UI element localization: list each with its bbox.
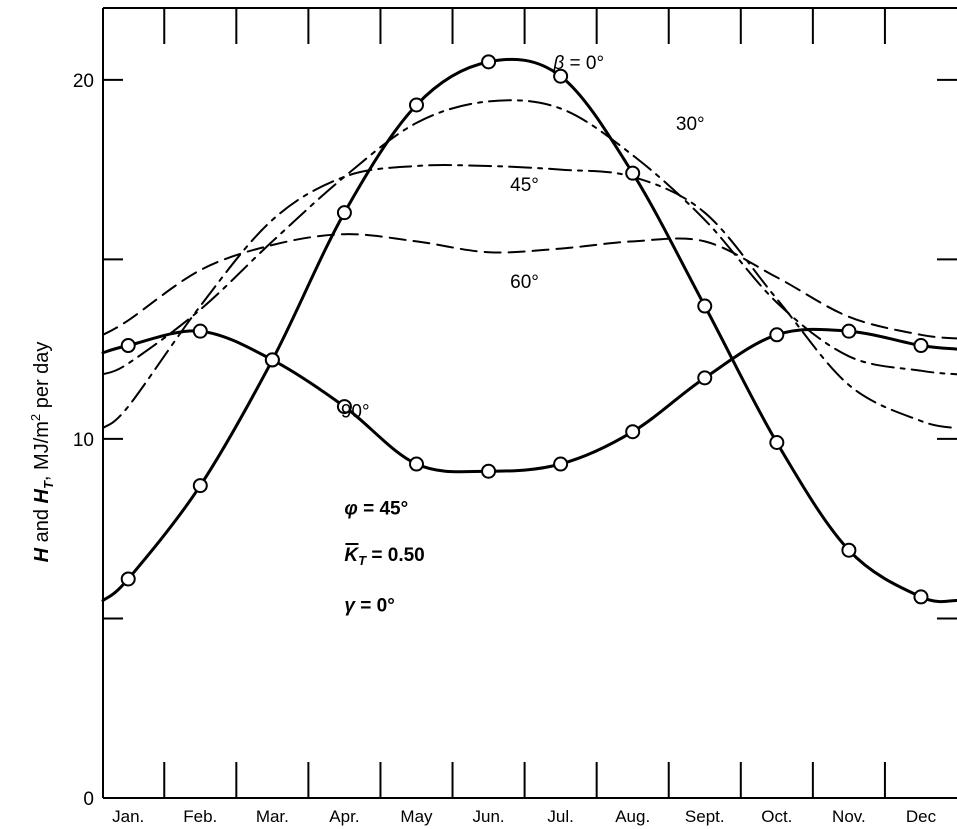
month-label-jul: Jul. bbox=[547, 807, 573, 826]
series-line-45 bbox=[102, 164, 957, 430]
series-line-30 bbox=[102, 99, 957, 376]
point-90-jul bbox=[553, 456, 569, 472]
annotation-phi-text: = 45° bbox=[358, 498, 408, 519]
annotation-kt-symbol: K bbox=[344, 545, 359, 566]
series-line-0 bbox=[101, 57, 957, 604]
annotation-phi: φ = 45° bbox=[344, 498, 408, 519]
point-0-may bbox=[408, 97, 424, 113]
point-90-aug bbox=[625, 424, 641, 440]
y-tick-label-2: 10 bbox=[73, 430, 94, 451]
point-90-may bbox=[408, 456, 424, 472]
y-axis-title-ht-sub: T bbox=[41, 480, 56, 489]
series-line-90 bbox=[101, 327, 957, 474]
month-label-mar: Mar. bbox=[256, 807, 289, 826]
month-label-feb: Feb. bbox=[183, 807, 217, 826]
month-label-aug: Aug. bbox=[615, 807, 650, 826]
annotation-gamma-text: = 0° bbox=[355, 595, 395, 616]
y-axis-title-and: and bbox=[31, 503, 53, 547]
point-90-mar bbox=[264, 352, 280, 368]
point-0-apr bbox=[336, 205, 352, 221]
y-axis-title-ht: H bbox=[31, 488, 53, 503]
y-axis-title-h: H bbox=[31, 547, 53, 562]
y-axis-title-unit: , MJ/m bbox=[31, 421, 53, 481]
month-label-dec: Dec bbox=[906, 807, 937, 826]
month-ticks bbox=[163, 8, 886, 798]
point-90-jun bbox=[481, 463, 497, 479]
y-ticks: 0 10 20 bbox=[73, 71, 957, 810]
month-label-jun: Jun. bbox=[472, 807, 504, 826]
point-90-dec bbox=[913, 338, 929, 354]
point-90-sept bbox=[697, 370, 713, 386]
month-label-sept: Sept. bbox=[685, 807, 725, 826]
point-90-jan bbox=[120, 338, 136, 354]
point-0-dec bbox=[913, 589, 929, 605]
point-90-feb bbox=[192, 323, 208, 339]
series-label-beta-symbol: β bbox=[552, 53, 564, 74]
point-0-feb bbox=[192, 478, 208, 494]
series-label-60: 60° bbox=[510, 272, 539, 293]
annotation-kt-text: = 0.50 bbox=[366, 545, 425, 566]
series-label-45: 45° bbox=[510, 175, 539, 196]
series-label-0: β = 0° bbox=[552, 53, 604, 74]
point-90-nov bbox=[841, 323, 857, 339]
point-90-apr bbox=[336, 399, 352, 415]
y-axis-title: H and HT, MJ/m2 per day bbox=[28, 342, 56, 563]
annotation-gamma: γ = 0° bbox=[344, 595, 394, 616]
month-label-nov: Nov. bbox=[832, 807, 866, 826]
month-label-jan: Jan. bbox=[112, 807, 144, 826]
point-90-oct bbox=[769, 327, 785, 343]
y-tick-label-0: 0 bbox=[83, 789, 94, 810]
month-labels: Jan. Feb. Mar. Apr. May Jun. Jul. Aug. Sept. Oct.… bbox=[112, 807, 936, 826]
axes bbox=[102, 7, 957, 799]
point-0-jan bbox=[120, 571, 136, 587]
annotation-kt-sub: T bbox=[358, 553, 367, 568]
markers bbox=[120, 54, 929, 605]
series-label-30: 30° bbox=[676, 114, 705, 135]
annotation-kt: KT = 0.50 bbox=[344, 545, 424, 568]
curves bbox=[101, 57, 957, 604]
annotation-gamma-symbol: γ bbox=[344, 595, 356, 616]
point-0-nov bbox=[841, 542, 857, 558]
y-axis-title-per: per day bbox=[31, 342, 53, 414]
month-label-apr: Apr. bbox=[329, 807, 359, 826]
series-label-90: 90° bbox=[341, 401, 370, 422]
series-label-beta-value: = 0° bbox=[564, 53, 604, 74]
point-0-sept bbox=[697, 298, 713, 314]
series-line-60 bbox=[102, 233, 957, 340]
series-labels: β = 0° 30° 45° 60° 90° bbox=[341, 53, 705, 422]
month-label-oct: Oct. bbox=[761, 807, 792, 826]
point-0-aug bbox=[625, 165, 641, 181]
annotation-phi-symbol: φ bbox=[344, 498, 357, 519]
point-0-oct bbox=[769, 435, 785, 450]
y-axis-title-unit-sup: 2 bbox=[28, 414, 43, 421]
y-tick-label-4: 20 bbox=[73, 71, 94, 92]
point-0-jul bbox=[553, 68, 569, 84]
point-0-jun bbox=[481, 54, 497, 70]
month-label-may: May bbox=[400, 807, 433, 826]
